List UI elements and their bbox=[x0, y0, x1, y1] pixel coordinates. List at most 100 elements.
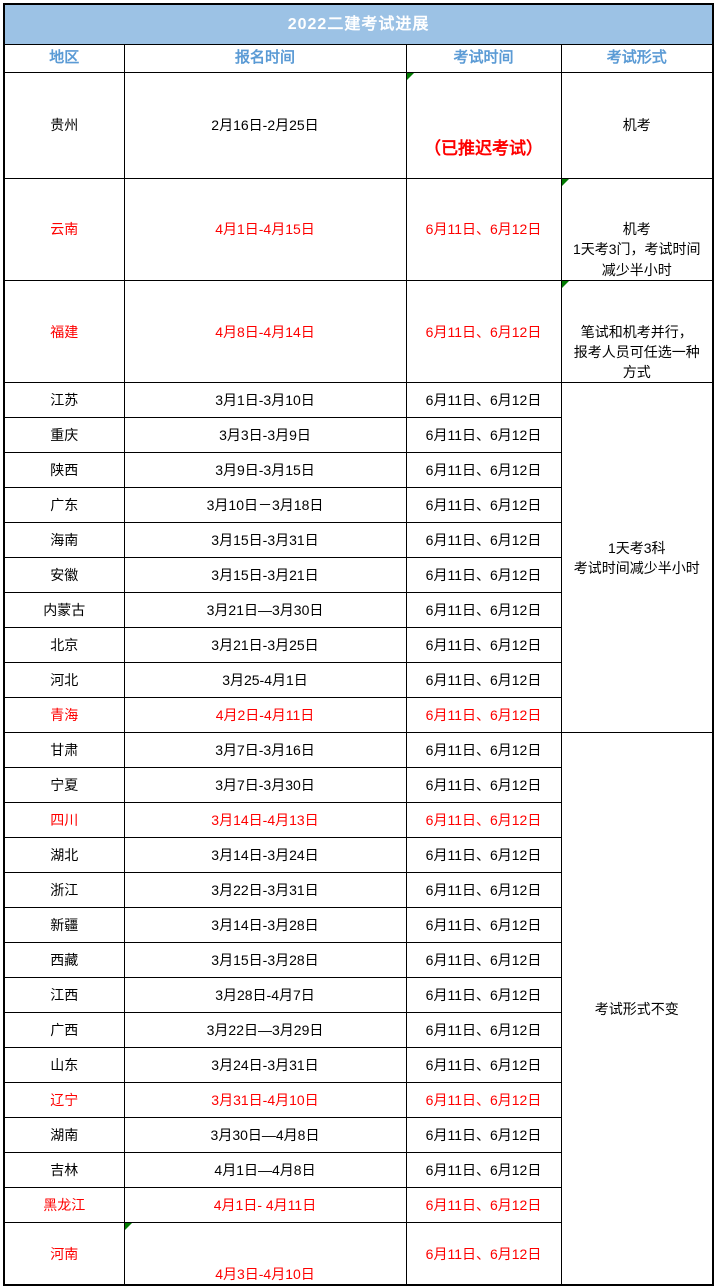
exam-time-cell[interactable]: 6月11日、6月12日 bbox=[405, 767, 562, 804]
region-cell[interactable]: 辽宁 bbox=[3, 1082, 125, 1119]
table-row: 地区 报名时间 考试时间 考试形式 bbox=[3, 43, 714, 73]
registration-cell[interactable]: 3月24日-3月31日 bbox=[123, 1047, 407, 1084]
region-cell[interactable]: 宁夏 bbox=[3, 767, 125, 804]
region-cell[interactable]: 湖北 bbox=[3, 837, 125, 874]
exam-time-cell[interactable]: 6月11日、6月12日 bbox=[405, 697, 562, 734]
registration-cell[interactable]: 4月3日-4月10日 bbox=[123, 1222, 407, 1286]
region-cell[interactable]: 福建 bbox=[3, 279, 125, 384]
region-cell[interactable]: 山东 bbox=[3, 1047, 125, 1084]
registration-cell[interactable]: 3月10日－3月18日 bbox=[123, 487, 407, 524]
registration-cell[interactable]: 3月7日-3月30日 bbox=[123, 767, 407, 804]
region-cell[interactable]: 贵州 bbox=[3, 71, 125, 179]
registration-cell[interactable]: 4月1日- 4月11日 bbox=[123, 1187, 407, 1224]
table-row: 陕西 3月9日-3月15日 6月11日、6月12日 bbox=[3, 452, 713, 489]
registration-cell[interactable]: 3月15日-3月31日 bbox=[123, 522, 407, 559]
column-header-exam-time[interactable]: 考试时间 bbox=[405, 43, 562, 73]
comment-indicator-icon bbox=[562, 281, 569, 288]
region-cell[interactable]: 浙江 bbox=[3, 872, 125, 909]
registration-cell[interactable]: 3月1日-3月10日 bbox=[123, 382, 407, 419]
exam-time-cell[interactable]: 6月11日、6月12日 bbox=[405, 1082, 562, 1119]
exam-time-cell[interactable]: 6月11日、6月12日 bbox=[405, 732, 562, 769]
exam-time-cell[interactable]: 6月11日、6月12日 bbox=[405, 1117, 562, 1154]
exam-time-cell[interactable]: 6月11日、6月12日 bbox=[405, 1222, 562, 1286]
exam-time-cell[interactable]: 6月11日、6月12日 bbox=[405, 872, 562, 909]
region-cell[interactable]: 广东 bbox=[3, 487, 125, 524]
exam-time-cell[interactable]: 6月11日、6月12日 bbox=[405, 522, 562, 559]
exam-time-cell[interactable]: 6月11日、6月12日 bbox=[405, 837, 562, 874]
registration-cell[interactable]: 3月22日—3月29日 bbox=[123, 1012, 407, 1049]
exam-time-cell[interactable]: 6月11日、6月12日 bbox=[405, 1047, 562, 1084]
region-cell[interactable]: 新疆 bbox=[3, 907, 125, 944]
exam-time-cell[interactable]: （已推迟考试） bbox=[405, 71, 562, 179]
registration-cell[interactable]: 4月1日-4月15日 bbox=[123, 177, 407, 281]
registration-cell[interactable]: 3月21日-3月25日 bbox=[123, 627, 407, 664]
registration-cell[interactable]: 4月2日-4月11日 bbox=[123, 697, 407, 734]
region-cell[interactable]: 海南 bbox=[3, 522, 125, 559]
region-cell[interactable]: 甘肃 bbox=[3, 732, 125, 769]
exam-form-merged-cell[interactable]: 1天考3科 考试时间减少半小时 bbox=[560, 382, 714, 734]
exam-time-cell[interactable]: 6月11日、6月12日 bbox=[405, 977, 562, 1014]
registration-cell[interactable]: 3月15日-3月28日 bbox=[123, 942, 407, 979]
registration-cell[interactable]: 2月16日-2月25日 bbox=[123, 71, 407, 179]
exam-time-cell[interactable]: 6月11日、6月12日 bbox=[405, 802, 562, 839]
exam-time-cell[interactable]: 6月11日、6月12日 bbox=[405, 382, 562, 419]
exam-time-cell[interactable]: 6月11日、6月12日 bbox=[405, 662, 562, 699]
exam-time-cell[interactable]: 6月11日、6月12日 bbox=[405, 452, 562, 489]
region-cell[interactable]: 安徽 bbox=[3, 557, 125, 594]
region-cell[interactable]: 河北 bbox=[3, 662, 125, 699]
exam-form-merged-cell[interactable]: 考试形式不变 bbox=[560, 732, 714, 1286]
registration-cell[interactable]: 3月28日-4月7日 bbox=[123, 977, 407, 1014]
registration-cell[interactable]: 3月25-4月1日 bbox=[123, 662, 407, 699]
exam-form-cell[interactable]: 机考 1天考3门，考试时间 减少半小时 bbox=[560, 177, 714, 281]
table-row: 内蒙古 3月21日—3月30日 6月11日、6月12日 bbox=[3, 592, 713, 629]
exam-time-cell[interactable]: 6月11日、6月12日 bbox=[405, 1187, 562, 1224]
exam-time-cell[interactable]: 6月11日、6月12日 bbox=[405, 279, 562, 384]
table-row: 海南 3月15日-3月31日 6月11日、6月12日 bbox=[3, 522, 713, 559]
exam-time-cell[interactable]: 6月11日、6月12日 bbox=[405, 177, 562, 281]
region-cell[interactable]: 青海 bbox=[3, 697, 125, 734]
region-cell[interactable]: 湖南 bbox=[3, 1117, 125, 1154]
registration-cell[interactable]: 3月3日-3月9日 bbox=[123, 417, 407, 454]
column-header-region[interactable]: 地区 bbox=[3, 43, 125, 73]
region-cell[interactable]: 四川 bbox=[3, 802, 125, 839]
exam-time-cell[interactable]: 6月11日、6月12日 bbox=[405, 592, 562, 629]
registration-cell[interactable]: 3月9日-3月15日 bbox=[123, 452, 407, 489]
region-cell[interactable]: 河南 bbox=[3, 1222, 125, 1286]
exam-time-cell[interactable]: 6月11日、6月12日 bbox=[405, 627, 562, 664]
registration-cell[interactable]: 3月14日-3月28日 bbox=[123, 907, 407, 944]
exam-time-cell[interactable]: 6月11日、6月12日 bbox=[405, 1152, 562, 1189]
registration-cell[interactable]: 3月21日—3月30日 bbox=[123, 592, 407, 629]
region-cell[interactable]: 江西 bbox=[3, 977, 125, 1014]
region-cell[interactable]: 吉林 bbox=[3, 1152, 125, 1189]
column-header-exam-form[interactable]: 考试形式 bbox=[560, 43, 714, 73]
region-cell[interactable]: 北京 bbox=[3, 627, 125, 664]
region-cell[interactable]: 黑龙江 bbox=[3, 1187, 125, 1224]
registration-cell[interactable]: 3月15日-3月21日 bbox=[123, 557, 407, 594]
exam-time-cell[interactable]: 6月11日、6月12日 bbox=[405, 907, 562, 944]
region-cell[interactable]: 广西 bbox=[3, 1012, 125, 1049]
region-cell[interactable]: 西藏 bbox=[3, 942, 125, 979]
page-title: 2022二建考试进展 bbox=[3, 3, 714, 45]
exam-form-cell[interactable]: 笔试和机考并行， 报考人员可任选一种 方式 bbox=[560, 279, 714, 384]
registration-cell[interactable]: 3月14日-3月24日 bbox=[123, 837, 407, 874]
exam-time-cell[interactable]: 6月11日、6月12日 bbox=[405, 417, 562, 454]
registration-cell[interactable]: 3月14日-4月13日 bbox=[123, 802, 407, 839]
registration-cell[interactable]: 4月8日-4月14日 bbox=[123, 279, 407, 384]
region-cell[interactable]: 重庆 bbox=[3, 417, 125, 454]
registration-cell[interactable]: 3月31日-4月10日 bbox=[123, 1082, 407, 1119]
registration-cell[interactable]: 3月22日-3月31日 bbox=[123, 872, 407, 909]
region-cell[interactable]: 云南 bbox=[3, 177, 125, 281]
exam-time-cell[interactable]: 6月11日、6月12日 bbox=[405, 557, 562, 594]
region-cell[interactable]: 内蒙古 bbox=[3, 592, 125, 629]
registration-cell[interactable]: 3月30日—4月8日 bbox=[123, 1117, 407, 1154]
exam-form-cell[interactable]: 机考 bbox=[560, 71, 714, 179]
exam-time-cell[interactable]: 6月11日、6月12日 bbox=[405, 942, 562, 979]
registration-cell[interactable]: 3月7日-3月16日 bbox=[123, 732, 407, 769]
region-cell[interactable]: 陕西 bbox=[3, 452, 125, 489]
column-header-registration[interactable]: 报名时间 bbox=[123, 43, 407, 73]
region-cell[interactable]: 江苏 bbox=[3, 382, 125, 419]
exam-time-cell[interactable]: 6月11日、6月12日 bbox=[405, 1012, 562, 1049]
exam-time-cell[interactable]: 6月11日、6月12日 bbox=[405, 487, 562, 524]
registration-cell[interactable]: 4月1日—4月8日 bbox=[123, 1152, 407, 1189]
table-row: 福建 4月8日-4月14日 6月11日、6月12日 笔试和机考并行， 报考人员可… bbox=[3, 279, 714, 384]
